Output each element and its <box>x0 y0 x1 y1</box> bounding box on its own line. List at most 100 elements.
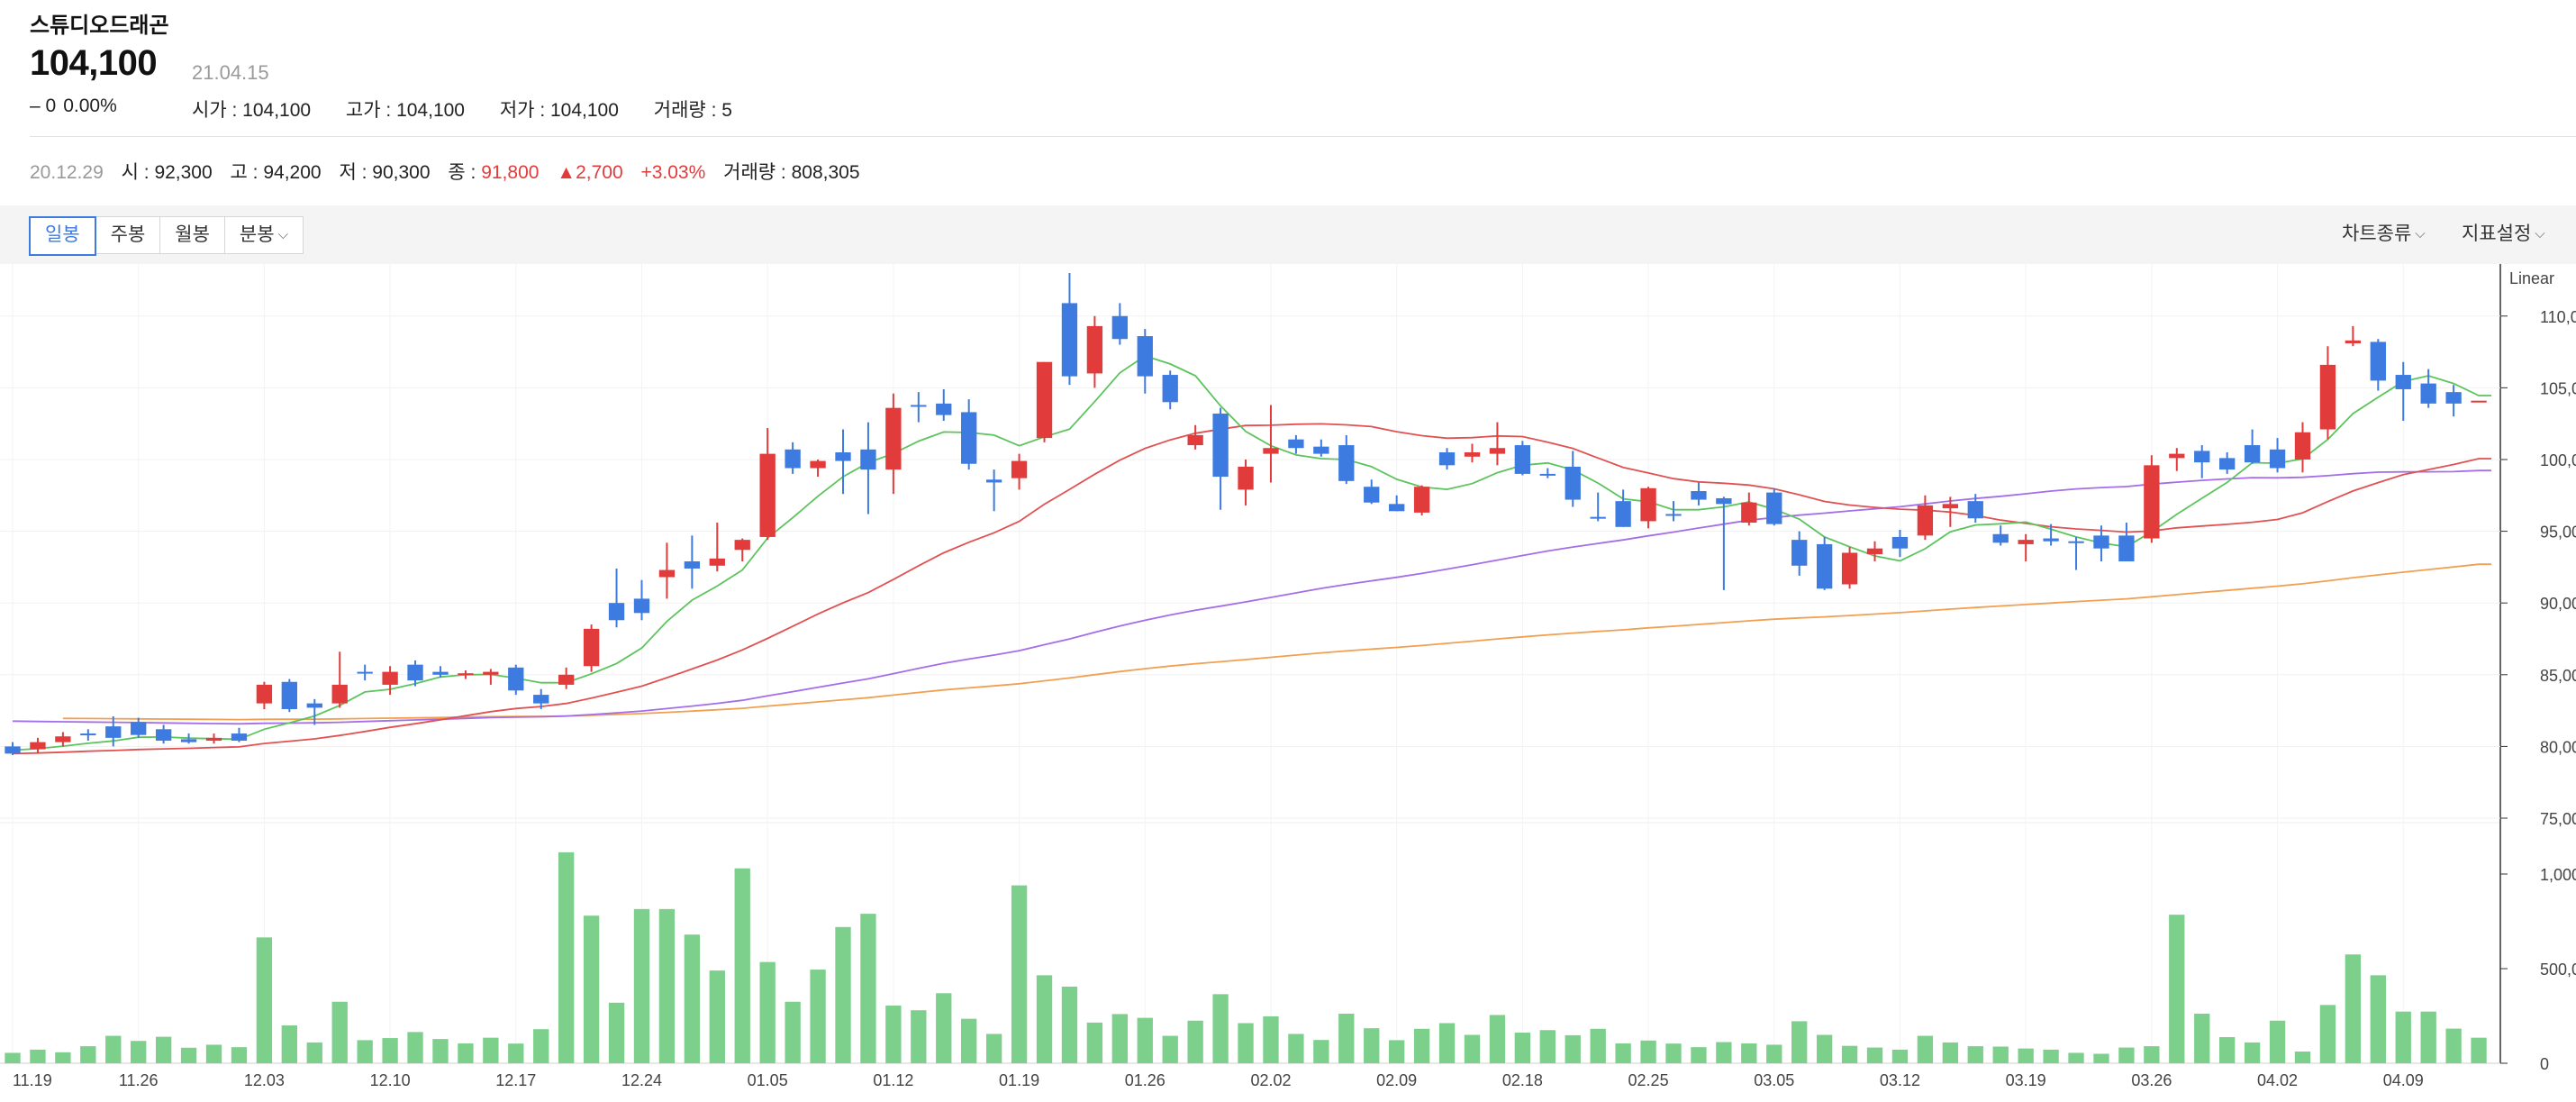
candle-body <box>30 742 46 750</box>
candle-body <box>1640 487 1656 522</box>
volume-bar <box>1137 1017 1153 1063</box>
volume-bar <box>734 868 750 1063</box>
volume-bar <box>1841 1045 1858 1063</box>
candle-body <box>508 667 524 691</box>
candle-body <box>1489 448 1506 454</box>
candle-body <box>558 674 575 685</box>
tab-monthly[interactable]: 월봉 <box>159 216 225 254</box>
candle-body <box>2194 451 2210 463</box>
candle-body <box>1086 325 1103 374</box>
candle-body <box>2269 449 2286 469</box>
candle-body <box>55 736 71 742</box>
volume-bar <box>1691 1047 1707 1063</box>
volume-bar <box>1011 885 1028 1063</box>
y-tick-label: 105,000 <box>2540 379 2576 397</box>
volume-bar <box>2395 1011 2411 1063</box>
volume-bar <box>885 1005 902 1063</box>
tab-minute[interactable]: 분봉 ⌵ <box>223 216 304 254</box>
candle-body <box>80 733 96 736</box>
stock-header: 스튜디오드래곤 104,100 21.04.15 – 0 0.00% 시가 : 1… <box>0 0 2576 137</box>
volume-bar <box>1866 1047 1883 1063</box>
candle-body <box>1162 375 1178 403</box>
candle-body <box>1212 414 1229 478</box>
chart-type-dropdown[interactable]: 차트종류 ⌵ <box>2342 216 2426 254</box>
candle-body <box>1791 540 1808 566</box>
volume-bar <box>985 1034 1002 1063</box>
volume-bar <box>105 1035 122 1063</box>
candle-body <box>2294 432 2311 460</box>
volume-bar <box>1212 994 1229 1063</box>
candle-body <box>1263 448 1279 454</box>
volume-bar <box>1061 986 1078 1063</box>
candle-body <box>2169 453 2185 459</box>
candle-body <box>1766 492 1782 524</box>
volume-bar <box>2144 1046 2160 1063</box>
candle-body <box>759 453 776 537</box>
candle-body <box>1187 434 1203 446</box>
candle-body <box>1866 548 1883 555</box>
indicator-settings-dropdown[interactable]: 지표설정 ⌵ <box>2462 216 2545 254</box>
x-tick-label: 03.26 <box>2131 1071 2172 1089</box>
volume-bar <box>155 1036 172 1063</box>
candle-body <box>1514 445 1531 474</box>
candle-body <box>2118 535 2135 562</box>
candle-body <box>1539 473 1556 476</box>
candle-body <box>2244 445 2261 463</box>
volume-bar <box>2068 1052 2084 1063</box>
candle-body <box>2219 458 2236 470</box>
volume-bar <box>306 1042 322 1063</box>
volume-bar <box>835 926 851 1063</box>
x-tick-label: 11.26 <box>119 1071 159 1089</box>
volume-bar <box>860 914 876 1063</box>
tab-weekly[interactable]: 주봉 <box>95 216 161 254</box>
x-tick-label: 04.09 <box>2383 1071 2424 1089</box>
volume-bar <box>1716 1042 1732 1063</box>
volume-bar <box>1766 1044 1782 1063</box>
candle-body <box>2471 400 2487 403</box>
volume-bar <box>1288 1034 1304 1063</box>
x-tick-label: 01.19 <box>999 1071 1039 1089</box>
candlestick-chart[interactable]: 110,000 105,000 100,000 95,000 90,000 85,000 8… <box>0 264 2576 1097</box>
candle-body <box>533 695 549 704</box>
volume-bar <box>5 1052 21 1063</box>
x-tick-label: 03.19 <box>2006 1071 2046 1089</box>
candle-body <box>810 460 826 469</box>
volume-bar <box>2118 1047 2135 1063</box>
stock-chart[interactable]: 110,000 105,000 100,000 95,000 90,000 85,000 8… <box>0 264 2576 1097</box>
candle-body <box>1967 501 1983 519</box>
candle-body <box>105 726 122 738</box>
volume-bar <box>2219 1037 2236 1063</box>
x-tick-label: 12.03 <box>244 1071 285 1089</box>
volume-bar <box>1816 1034 1833 1063</box>
candle-body <box>331 684 348 704</box>
cursor-rate: +3.03% <box>640 162 706 183</box>
volume-bar <box>2445 1028 2462 1063</box>
x-tick-label: 02.02 <box>1250 1071 1291 1089</box>
volume-bar <box>1640 1040 1656 1063</box>
candle-body <box>407 664 423 681</box>
volume-bar <box>2093 1053 2109 1063</box>
trade-volume: 거래량 : 5 <box>653 100 732 121</box>
y-tick-label: 85,000 <box>2540 667 2576 685</box>
candle-body <box>155 729 172 742</box>
y-tick-label: 80,000 <box>2540 738 2576 756</box>
volume-bar <box>936 993 952 1063</box>
candle-body <box>1992 533 2009 543</box>
chevron-down-icon: ⌵ <box>2535 226 2545 241</box>
candle-body <box>583 628 600 667</box>
tab-daily[interactable]: 일봉 <box>29 216 96 256</box>
volume-bar <box>1086 1022 1103 1063</box>
candle-body <box>1816 543 1833 589</box>
candle-body <box>785 449 801 469</box>
x-tick-label: 12.17 <box>495 1071 536 1089</box>
candle-body <box>885 407 902 470</box>
y-tick-label: 90,000 <box>2540 595 2576 613</box>
moving-average-lines <box>12 355 2491 755</box>
candle-body <box>1389 504 1405 512</box>
cursor-high: 고 : 94,200 <box>230 162 322 183</box>
volume-bar <box>1539 1030 1556 1063</box>
volume-bar <box>256 937 273 1063</box>
x-tick-label: 02.18 <box>1502 1071 1543 1089</box>
volume-bar <box>331 1001 348 1063</box>
candle-body <box>2068 541 2084 543</box>
